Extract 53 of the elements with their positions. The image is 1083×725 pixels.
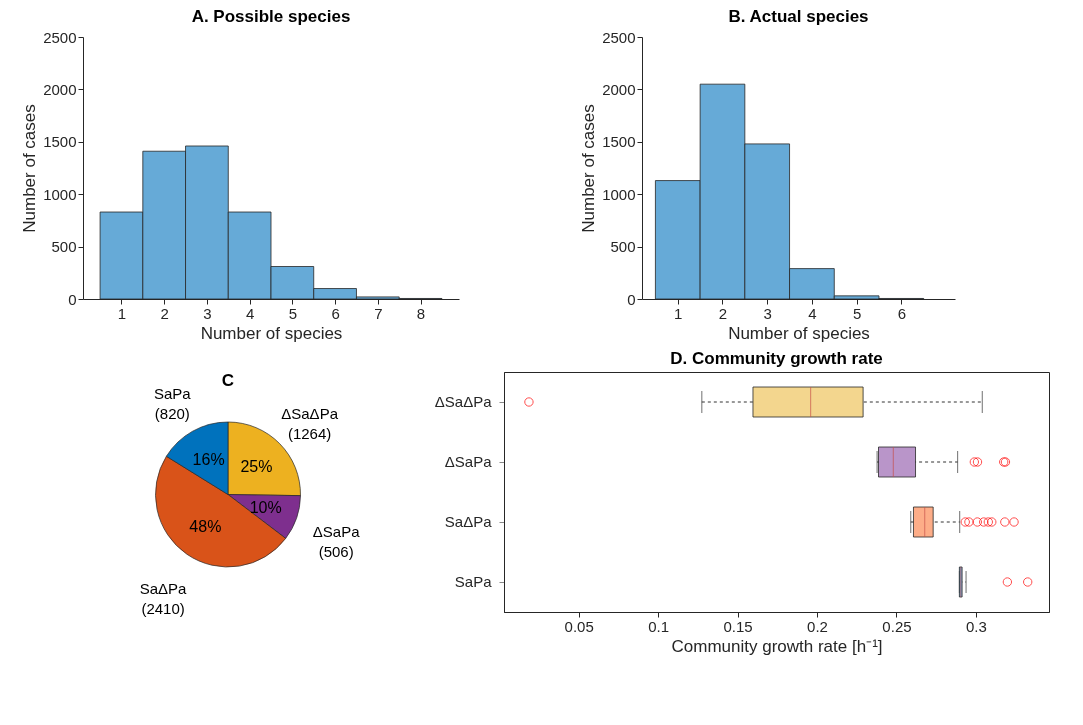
x-tick-label: 0.1 bbox=[648, 617, 670, 635]
x-tick-label: 0.15 bbox=[723, 617, 753, 635]
x-tick-label: 0.2 bbox=[807, 617, 828, 635]
x-tick-label: 0.3 bbox=[965, 617, 987, 635]
x-tick-label: 3 bbox=[763, 304, 772, 322]
x-tick-label: 4 bbox=[245, 304, 255, 322]
x-tick-label: 6 bbox=[897, 304, 907, 322]
y-tick-label: 2500 bbox=[602, 28, 636, 46]
y-tick-label: SaΔPa bbox=[444, 513, 493, 530]
y-tick-label: ΔSaPa bbox=[444, 453, 493, 470]
y-tick-label: 2000 bbox=[43, 80, 77, 98]
x-tick-label: 2 bbox=[718, 304, 728, 322]
x-tick-label: 8 bbox=[416, 304, 426, 322]
y-tick-label: 500 bbox=[51, 238, 77, 256]
y-tick-label: 500 bbox=[610, 238, 636, 256]
y-tick-label: 0 bbox=[68, 290, 77, 308]
y-tick-label: 1500 bbox=[43, 133, 77, 151]
y-axis-title: Number of cases bbox=[20, 104, 40, 233]
x-tick-label: 3 bbox=[203, 304, 212, 322]
x-tick-label: 4 bbox=[808, 304, 817, 322]
x-tick-label: 5 bbox=[288, 304, 298, 322]
y-tick-label: 2500 bbox=[43, 28, 77, 46]
x-tick-label: 2 bbox=[160, 304, 169, 322]
y-tick-label: 1000 bbox=[602, 185, 636, 203]
slice-label: ΔSaPa (506) bbox=[312, 522, 361, 560]
x-axis-title: Number of species bbox=[728, 323, 870, 343]
chart-title: C bbox=[221, 371, 235, 390]
slice-label: SaΔPa (2410) bbox=[139, 579, 188, 617]
y-tick-label: 1500 bbox=[602, 133, 636, 151]
chart-title: D. Community growth rate bbox=[670, 349, 883, 368]
x-tick-label: 5 bbox=[852, 304, 862, 322]
x-tick-label: 0.25 bbox=[882, 617, 912, 635]
y-tick-label: 0 bbox=[627, 290, 636, 308]
x-tick-label: 1 bbox=[117, 304, 127, 322]
x-tick-label: 7 bbox=[374, 304, 383, 322]
x-axis-title: Community growth rate [h⁻¹] bbox=[671, 636, 883, 656]
x-tick-label: 6 bbox=[331, 304, 340, 322]
x-axis-title: Number of species bbox=[200, 323, 343, 343]
y-tick-label: 1000 bbox=[43, 185, 77, 203]
x-tick-label: 1 bbox=[674, 304, 683, 322]
y-tick-label: SaPa bbox=[454, 573, 493, 590]
data-label: 48% bbox=[189, 518, 222, 536]
y-tick-label: ΔSaΔPa bbox=[434, 393, 493, 410]
chart-title: A. Possible species bbox=[191, 7, 351, 26]
data-label: 25% bbox=[240, 457, 273, 475]
slice-label: SaPa (820) bbox=[153, 385, 192, 423]
data-label: 10% bbox=[249, 498, 282, 516]
chart-title: B. Actual species bbox=[728, 7, 869, 26]
x-tick-label: 0.05 bbox=[564, 617, 594, 635]
slice-label: ΔSaΔPa (1264) bbox=[281, 405, 339, 443]
data-label: 16% bbox=[192, 450, 225, 468]
y-tick-label: 2000 bbox=[602, 80, 636, 98]
y-axis-title: Number of cases bbox=[579, 104, 599, 233]
